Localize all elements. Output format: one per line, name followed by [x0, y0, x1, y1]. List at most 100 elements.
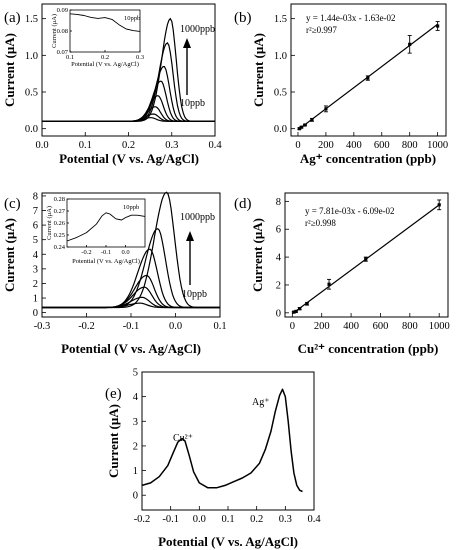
a-curves — [42, 17, 215, 122]
inset-c-title: 10ppb — [123, 204, 139, 211]
panel-a: (a) 0.00.51.01.50.0 0.1 0.2 0.3 0.4 1000ppb … — [2, 3, 222, 166]
e-ylabel: Current (μA) — [106, 404, 121, 478]
a-curve-5 — [42, 66, 215, 122]
c-ytick-label: 1 — [33, 294, 38, 305]
e-xtick-label: 0.2 — [250, 514, 263, 525]
d-ylabel: Current (μA) — [250, 218, 265, 292]
ci-ytick-label: 0.24 — [54, 244, 66, 251]
inset-a-xlabel: Potential (V vs. Ag/AgCl) — [71, 61, 139, 68]
e-ann-cu: Cu²⁺ — [173, 433, 193, 444]
a-xlabel: Potential (V vs. Ag/AgCl) — [59, 151, 199, 166]
b-equation: y = 1.44e-03x - 1.63e-02 — [306, 13, 396, 23]
b-ytick-label: 0.5 — [274, 88, 287, 99]
inset-a-title: 10ppb — [124, 15, 140, 22]
b-xtick-label: 800 — [402, 140, 418, 151]
panel-d: (d) 0 2 4 6 8 0 200 400 600 800 1000 y = 7.81e-03x… — [234, 192, 450, 356]
d-ytick-label: 8 — [276, 197, 281, 208]
a-label-top: 1000ppb — [180, 24, 215, 35]
d-point — [364, 257, 368, 261]
c-xtick-label: 0.1 — [213, 321, 226, 332]
a-ylabel: Current (μA) — [2, 33, 17, 107]
d-xtick-label: 0 — [290, 321, 295, 332]
inset-c: 10ppb 0.24 0.25 0.26 0.27 0.28 -0.2 -0.1 0.0 Po… — [46, 196, 146, 265]
e-xtick-label: -0.1 — [162, 514, 179, 525]
e-ytick-label: 2 — [133, 441, 138, 452]
b-xtick-label: 400 — [346, 140, 362, 151]
e-ann-ag: Ag⁺ — [252, 397, 270, 408]
c-ytick-label: 7 — [33, 206, 38, 217]
a-xtick-label: 0.3 — [165, 140, 178, 151]
d-point — [298, 307, 302, 311]
ci-xtick-label: 0.0 — [121, 249, 129, 256]
b-point — [310, 118, 314, 122]
b-xtick-label: 200 — [318, 140, 334, 151]
ci-series-line — [66, 212, 146, 242]
a-xtick-label: 0.1 — [79, 140, 92, 151]
c-ylabel: Current (μA) — [2, 218, 17, 292]
e-xtick-label: 0.4 — [307, 514, 321, 525]
c-ytick-label: 6 — [33, 221, 38, 232]
d-xtick-label: 1000 — [429, 321, 450, 332]
e-series-line — [141, 388, 303, 493]
b-ytick-label: 1.0 — [274, 51, 287, 62]
d-xtick-label: 800 — [402, 321, 418, 332]
c-xlabel: Potential (V vs. Ag/AgCl) — [61, 341, 201, 356]
ai-ytick-label: 0.09 — [57, 7, 68, 14]
e-curve — [141, 388, 303, 493]
a-arrow — [183, 38, 191, 95]
d-r2: r²≥0.998 — [305, 218, 336, 228]
panel-label-b: (b) — [234, 10, 252, 26]
d-ytick-label: 2 — [276, 280, 281, 291]
b-ylabel: Current (μA) — [251, 33, 266, 107]
b-point — [408, 42, 412, 46]
a-xtick-label: 0.2 — [122, 140, 135, 151]
d-ytick-label: 4 — [276, 253, 282, 264]
b-ytick-label: 0.0 — [274, 124, 287, 135]
panel-e: (e) 0 1 2 3 4 5 -0.2 -0.1 0.0 0.1 0.2 0.3 0.4 Cu²⁺ A… — [105, 368, 321, 550]
e-ytick-label: 5 — [133, 368, 138, 379]
b-r2: r²≥0.997 — [306, 25, 337, 35]
b-point — [299, 125, 304, 129]
inset-a: 10ppb 0.07 0.08 0.09 0.1 0.2 0.3 Potential (V… — [51, 7, 144, 68]
a-ytick-label: 1.0 — [25, 51, 38, 62]
b-xtick-label: 600 — [374, 140, 390, 151]
c-xtick-label: -0.1 — [123, 321, 140, 332]
e-ytick-label: 1 — [133, 466, 138, 477]
ci-xtick-label: -0.1 — [101, 249, 111, 256]
plot-frame-b — [290, 3, 447, 137]
c-curve-6 — [42, 191, 220, 309]
ai-xtick-label: 0.2 — [101, 54, 109, 61]
c-ytick-label: 3 — [33, 264, 38, 275]
b-xtick-label: 1000 — [427, 140, 448, 151]
c-label-bottom: 10ppb — [182, 289, 207, 300]
d-point — [305, 302, 309, 306]
ci-ytick-label: 0.28 — [54, 196, 65, 203]
c-ytick-label: 2 — [33, 279, 38, 290]
panel-label-c: (c) — [4, 196, 21, 212]
plot-frame-e — [141, 371, 315, 511]
ci-ytick-label: 0.26 — [54, 220, 66, 227]
panel-label-a: (a) — [4, 10, 21, 26]
e-xtick-label: -0.2 — [134, 514, 151, 525]
c-xtick-label: -0.3 — [34, 321, 51, 332]
c-ytick-label: 0 — [33, 308, 38, 319]
plot-frame-d — [284, 192, 449, 318]
a-ytick-label: 1.5 — [25, 14, 38, 25]
a-label-bottom: 10ppb — [180, 98, 205, 109]
b-point — [297, 127, 301, 131]
ai-ytick-label: 0.08 — [57, 28, 68, 35]
b-ytick-label: 1.5 — [274, 14, 287, 25]
d-point — [292, 310, 296, 314]
d-xtick-label: 600 — [373, 321, 389, 332]
e-xlabel: Potential (V vs. Ag/AgCl) — [158, 534, 298, 549]
inset-c-xlabel: Potential (V vs. Ag/AgCl) — [72, 258, 140, 265]
c-xtick-label: -0.2 — [78, 321, 95, 332]
d-point — [437, 203, 441, 207]
e-ytick-label: 3 — [133, 417, 138, 428]
d-xtick-label: 400 — [343, 321, 359, 332]
panel-b: (b) 0.0 0.5 1.0 1.5 0 200 400 600 800 1000 y = 1.… — [234, 3, 448, 166]
d-xtick-label: 200 — [314, 321, 330, 332]
d-point — [294, 309, 298, 314]
